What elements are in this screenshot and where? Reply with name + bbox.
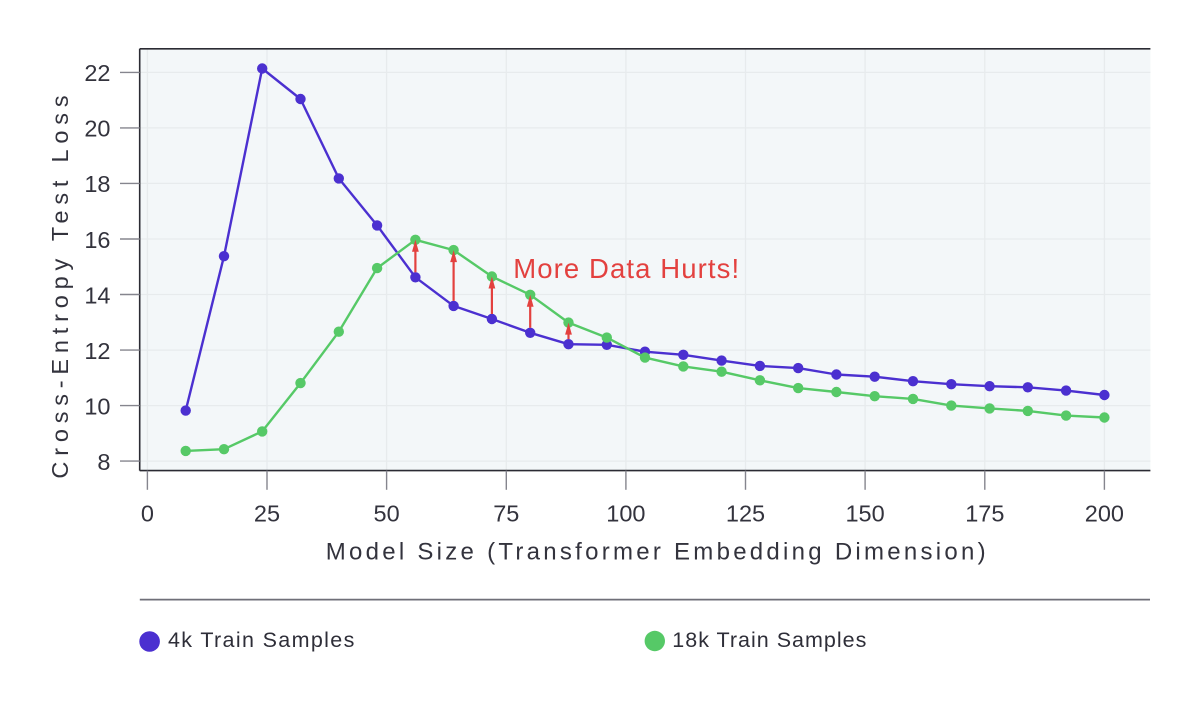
svg-text:0: 0: [141, 501, 154, 527]
svg-text:125: 125: [726, 501, 765, 527]
svg-text:22: 22: [84, 60, 110, 86]
svg-text:75: 75: [493, 501, 519, 527]
svg-text:12: 12: [84, 338, 110, 364]
svg-text:200: 200: [1085, 501, 1124, 527]
svg-text:Cross-Entropy Test Loss: Cross-Entropy Test Loss: [47, 90, 73, 479]
svg-text:150: 150: [845, 501, 884, 527]
svg-text:20: 20: [84, 116, 110, 142]
svg-text:4k Train Samples: 4k Train Samples: [168, 628, 356, 652]
svg-text:18: 18: [84, 171, 110, 197]
svg-text:18k Train Samples: 18k Train Samples: [672, 628, 867, 652]
svg-text:16: 16: [84, 227, 110, 253]
svg-text:14: 14: [84, 282, 110, 308]
svg-text:10: 10: [84, 393, 110, 419]
svg-text:25: 25: [254, 501, 280, 527]
svg-text:8: 8: [97, 449, 110, 475]
svg-text:100: 100: [606, 501, 645, 527]
svg-text:Model Size (Transformer Embedd: Model Size (Transformer Embedding Dimens…: [326, 538, 989, 565]
svg-text:50: 50: [374, 501, 400, 527]
svg-text:175: 175: [965, 501, 1004, 527]
svg-text:More Data Hurts!: More Data Hurts!: [513, 253, 740, 284]
